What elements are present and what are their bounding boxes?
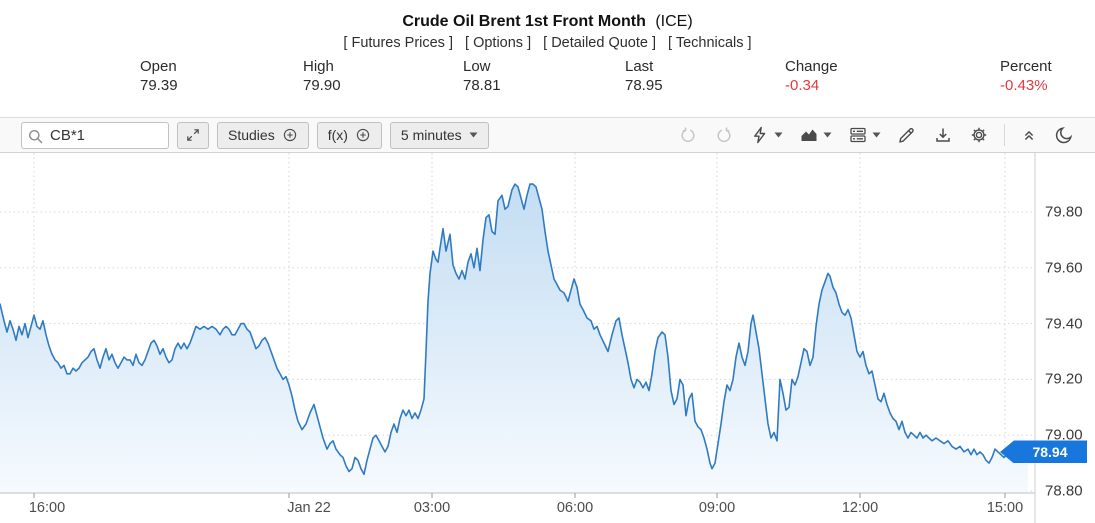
collapse-toolbar-button[interactable] (1019, 125, 1039, 145)
stat-low: Low 78.81 (463, 58, 501, 94)
draw-button[interactable] (896, 124, 918, 146)
quote-header: Crude Oil Brent 1st Front Month (ICE) [ … (0, 0, 1095, 117)
price-chart[interactable]: 79.80 79.60 79.40 79.20 79.00 78.80 16:00 Jan … (0, 153, 1095, 523)
stat-open: Open 79.39 (140, 58, 178, 94)
symbol-input[interactable] (48, 123, 164, 147)
redo-button[interactable] (713, 124, 735, 146)
link-futures-prices[interactable]: [ Futures Prices ] (343, 35, 453, 51)
chart-toolbar: Studies f(x) 5 minutes (0, 117, 1095, 153)
stat-high: High 79.90 (303, 58, 341, 94)
instrument-title-line: Crude Oil Brent 1st Front Month (ICE) (0, 0, 1095, 31)
x-axis-label: 15:00 (986, 500, 1024, 516)
moon-icon (1055, 127, 1073, 144)
x-axis-label: 06:00 (556, 500, 594, 516)
link-options[interactable]: [ Options ] (465, 35, 532, 51)
plus-circle-icon (356, 128, 370, 142)
redo-icon (717, 127, 731, 143)
search-icon (29, 129, 43, 143)
x-axis-label: 12:00 (841, 500, 879, 516)
link-detailed-quote[interactable]: [ Detailed Quote ] (543, 35, 656, 51)
studies-button[interactable]: Studies (217, 121, 309, 149)
stat-change: Change -0.34 (785, 58, 838, 94)
download-button[interactable] (932, 124, 954, 146)
plus-circle-icon (283, 128, 296, 142)
events-dropdown[interactable] (749, 124, 784, 146)
settings-button[interactable] (968, 124, 990, 146)
fx-button[interactable]: f(x) (316, 121, 382, 149)
x-axis-label: 16:00 (28, 500, 66, 516)
toolbar-right-icons (677, 124, 1075, 146)
instrument-title: Crude Oil Brent 1st Front Month (402, 13, 646, 30)
lightning-icon (754, 126, 766, 144)
caret-down-icon (872, 132, 881, 138)
x-axis-label: 03:00 (413, 500, 451, 516)
gear-icon (971, 127, 987, 143)
last-price-value: 78.94 (1032, 443, 1068, 460)
x-axis-label: 09:00 (698, 500, 736, 516)
download-icon (936, 128, 950, 142)
pencil-icon (899, 128, 914, 143)
y-axis-label: 79.60 (1045, 259, 1083, 277)
price-plot[interactable] (0, 153, 1095, 523)
stat-last: Last 78.95 (625, 58, 663, 94)
symbol-search[interactable] (21, 121, 169, 149)
caret-down-icon (823, 132, 832, 138)
exchange-label: (ICE) (655, 13, 693, 30)
undo-button[interactable] (677, 124, 699, 146)
undo-icon (681, 127, 695, 143)
last-price-badge: 78.94 (1000, 440, 1087, 464)
panels-icon (850, 127, 866, 143)
quote-nav-links: [ Futures Prices ] [ Options ] [ Detaile… (0, 35, 1095, 51)
double-chevron-up-icon (1024, 131, 1034, 141)
toolbar-separator (1004, 124, 1005, 146)
y-axis-label: 79.00 (1045, 426, 1083, 444)
y-axis-label: 79.80 (1045, 203, 1083, 221)
fx-label: f(x) (327, 127, 348, 143)
y-axis-label: 79.40 (1045, 315, 1083, 333)
y-axis-label: 78.80 (1045, 482, 1083, 500)
studies-label: Studies (228, 127, 275, 143)
stat-percent: Percent -0.43% (1000, 58, 1052, 94)
display-options-dropdown[interactable] (847, 124, 882, 146)
quote-stats: Open 79.39 High 79.90 Low 78.81 Last 78.… (0, 57, 1095, 101)
dark-mode-button[interactable] (1053, 124, 1075, 146)
interval-dropdown[interactable]: 5 minutes (389, 121, 489, 149)
y-axis-label: 79.20 (1045, 370, 1083, 388)
interval-label: 5 minutes (400, 127, 462, 143)
expand-icon (187, 129, 199, 141)
caret-down-icon (774, 132, 783, 138)
x-axis-label: Jan 22 (287, 500, 331, 516)
area-chart-icon (801, 129, 817, 141)
link-technicals[interactable]: [ Technicals ] (668, 35, 752, 51)
expand-chart-button[interactable] (177, 121, 209, 149)
caret-down-icon (469, 132, 478, 138)
chart-type-dropdown[interactable] (798, 124, 833, 146)
